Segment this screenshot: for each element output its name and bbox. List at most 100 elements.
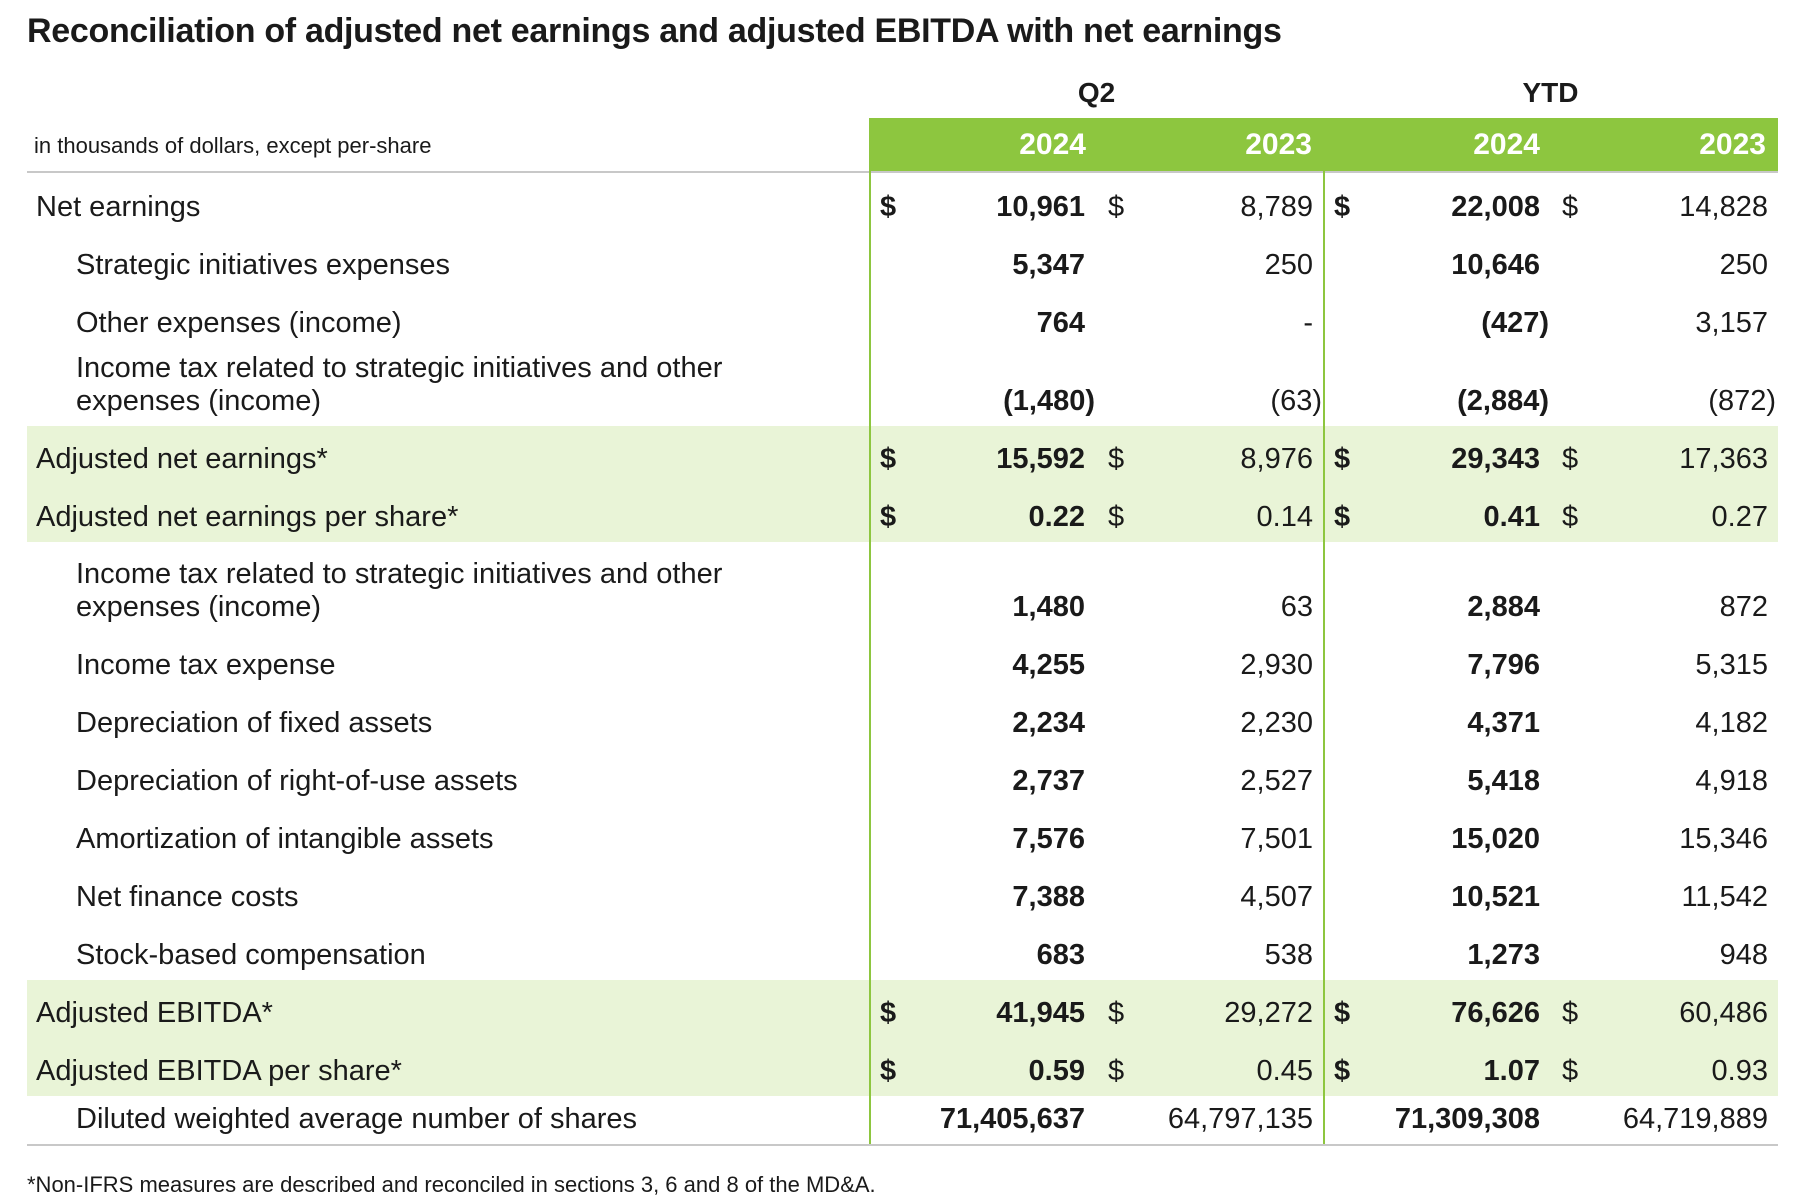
value-cell: 0.59 [1028,1055,1085,1087]
value-cell: 15,592 [996,443,1085,475]
currency-symbol: $ [1108,443,1125,475]
value-cell: 7,796 [1467,649,1540,681]
value-cell: (427) [1481,307,1549,339]
value-cell: 0.93 [1711,1055,1768,1087]
value-cell: 0.27 [1711,501,1768,533]
value-cell: 2,737 [1012,765,1085,797]
value-cell: 1.07 [1483,1055,1540,1087]
currency-symbol: $ [1108,501,1125,533]
row-label: Adjusted net earnings* [36,443,328,475]
value-cell: 29,272 [1224,997,1313,1029]
value-cell: 2,930 [1240,649,1313,681]
table-top-rule [27,171,1778,173]
row-label: Income tax expense [76,649,336,681]
value-cell: 948 [1719,939,1768,971]
value-cell: 0.22 [1028,501,1085,533]
currency-symbol: $ [1562,443,1579,475]
value-cell: 4,507 [1240,881,1313,913]
value-cell: 71,405,637 [939,1103,1085,1135]
column-group-ytd: YTD [1522,77,1579,108]
value-cell: 5,315 [1695,649,1768,681]
column-group-q2: Q2 [1077,77,1116,108]
value-cell: 7,388 [1012,881,1085,913]
currency-symbol: $ [1562,997,1579,1029]
row-label: Strategic initiatives expenses [76,249,450,281]
table-row [27,1038,1778,1096]
currency-symbol: $ [1108,191,1125,223]
value-cell: 4,918 [1695,765,1768,797]
value-cell: 764 [1036,307,1085,339]
value-cell: 2,230 [1240,707,1313,739]
value-cell: (2,884) [1457,385,1549,417]
value-cell: 14,828 [1679,191,1768,223]
currency-symbol: $ [1108,1055,1125,1087]
row-label: Other expenses (income) [76,307,402,339]
currency-symbol: $ [1334,997,1351,1029]
value-cell: 15,346 [1679,823,1768,855]
value-cell: 15,020 [1451,823,1540,855]
value-cell: 22,008 [1451,191,1540,223]
currency-symbol: $ [1334,1055,1351,1087]
row-label: Depreciation of fixed assets [76,707,433,739]
value-cell: 8,789 [1240,191,1313,223]
row-label: Net finance costs [76,881,299,913]
page-title: Reconciliation of adjusted net earnings … [27,12,1282,50]
value-cell: 63 [1280,591,1313,623]
year-header-ytd-2023: 2023 [1699,128,1766,161]
row-label: Diluted weighted average number of share… [76,1103,637,1135]
value-cell: 250 [1719,249,1768,281]
row-label-line: Income tax related to strategic initiati… [76,352,723,384]
value-cell: 60,486 [1679,997,1768,1029]
value-cell: 538 [1264,939,1313,971]
value-cell: 8,976 [1240,443,1313,475]
row-label: Net earnings [36,191,201,223]
value-cell: 4,371 [1467,707,1540,739]
column-divider-q2 [869,118,871,1144]
value-cell: 1,480 [1012,591,1085,623]
currency-symbol: $ [1334,443,1351,475]
value-cell: 4,182 [1695,707,1768,739]
value-cell: 683 [1036,939,1085,971]
value-cell: 5,347 [1012,249,1085,281]
currency-symbol: $ [880,997,897,1029]
value-cell: 0.41 [1483,501,1540,533]
footnote: *Non-IFRS measures are described and rec… [27,1172,876,1197]
value-cell: 17,363 [1679,443,1768,475]
currency-symbol: $ [880,443,897,475]
row-label-line: expenses (income) [76,591,321,623]
value-cell: 0.14 [1256,501,1313,533]
table-row [27,484,1778,542]
value-cell: 1,273 [1467,939,1540,971]
value-cell: (63) [1270,385,1322,417]
value-cell: 41,945 [996,997,1085,1029]
value-cell: 10,961 [996,191,1085,223]
value-cell: 71,309,308 [1394,1103,1540,1135]
value-cell: (872) [1708,385,1776,417]
value-cell: 2,884 [1467,591,1540,623]
value-cell: 2,527 [1240,765,1313,797]
currency-symbol: $ [880,1055,897,1087]
value-cell: 250 [1264,249,1313,281]
value-cell: 872 [1719,591,1768,623]
value-cell: 64,797,135 [1167,1103,1313,1135]
currency-symbol: $ [880,191,897,223]
column-divider-ytd [1323,118,1325,1144]
currency-symbol: $ [1562,501,1579,533]
value-cell: 29,343 [1451,443,1540,475]
year-header-q2-2024: 2024 [1019,128,1086,161]
value-cell: (1,480) [1003,385,1095,417]
table-row [27,426,1778,484]
row-label: Amortization of intangible assets [76,823,494,855]
value-cell: 4,255 [1012,649,1085,681]
row-label-line: expenses (income) [76,385,321,417]
value-cell: 10,646 [1451,249,1540,281]
value-cell: 2,234 [1012,707,1085,739]
row-label-line: Income tax related to strategic initiati… [76,558,723,590]
currency-symbol: $ [1562,1055,1579,1087]
currency-symbol: $ [1562,191,1579,223]
row-label: Depreciation of right-of-use assets [76,765,518,797]
table-bottom-rule [27,1144,1778,1146]
value-cell: 0.45 [1256,1055,1313,1087]
value-cell: 11,542 [1681,881,1768,913]
